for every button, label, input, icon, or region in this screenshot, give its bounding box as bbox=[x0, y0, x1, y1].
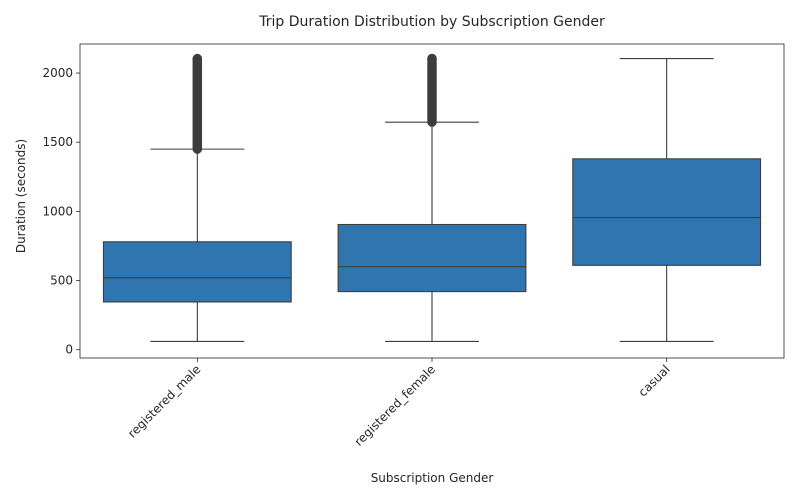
x-axis-label: Subscription Gender bbox=[371, 471, 494, 485]
y-tick-label: 1000 bbox=[42, 204, 73, 218]
y-tick-label: 1500 bbox=[42, 135, 73, 149]
chart-title: Trip Duration Distribution by Subscripti… bbox=[258, 14, 605, 30]
iqr-box bbox=[102, 241, 292, 303]
y-tick-label: 2000 bbox=[42, 66, 73, 80]
y-tick-label: 0 bbox=[65, 343, 73, 357]
y-axis-label: Duration (seconds) bbox=[14, 139, 28, 253]
outlier-point bbox=[192, 53, 203, 64]
outlier-point bbox=[427, 53, 437, 64]
iqr-box bbox=[572, 158, 762, 266]
iqr-box bbox=[337, 223, 527, 293]
y-tick-label: 500 bbox=[50, 274, 73, 288]
